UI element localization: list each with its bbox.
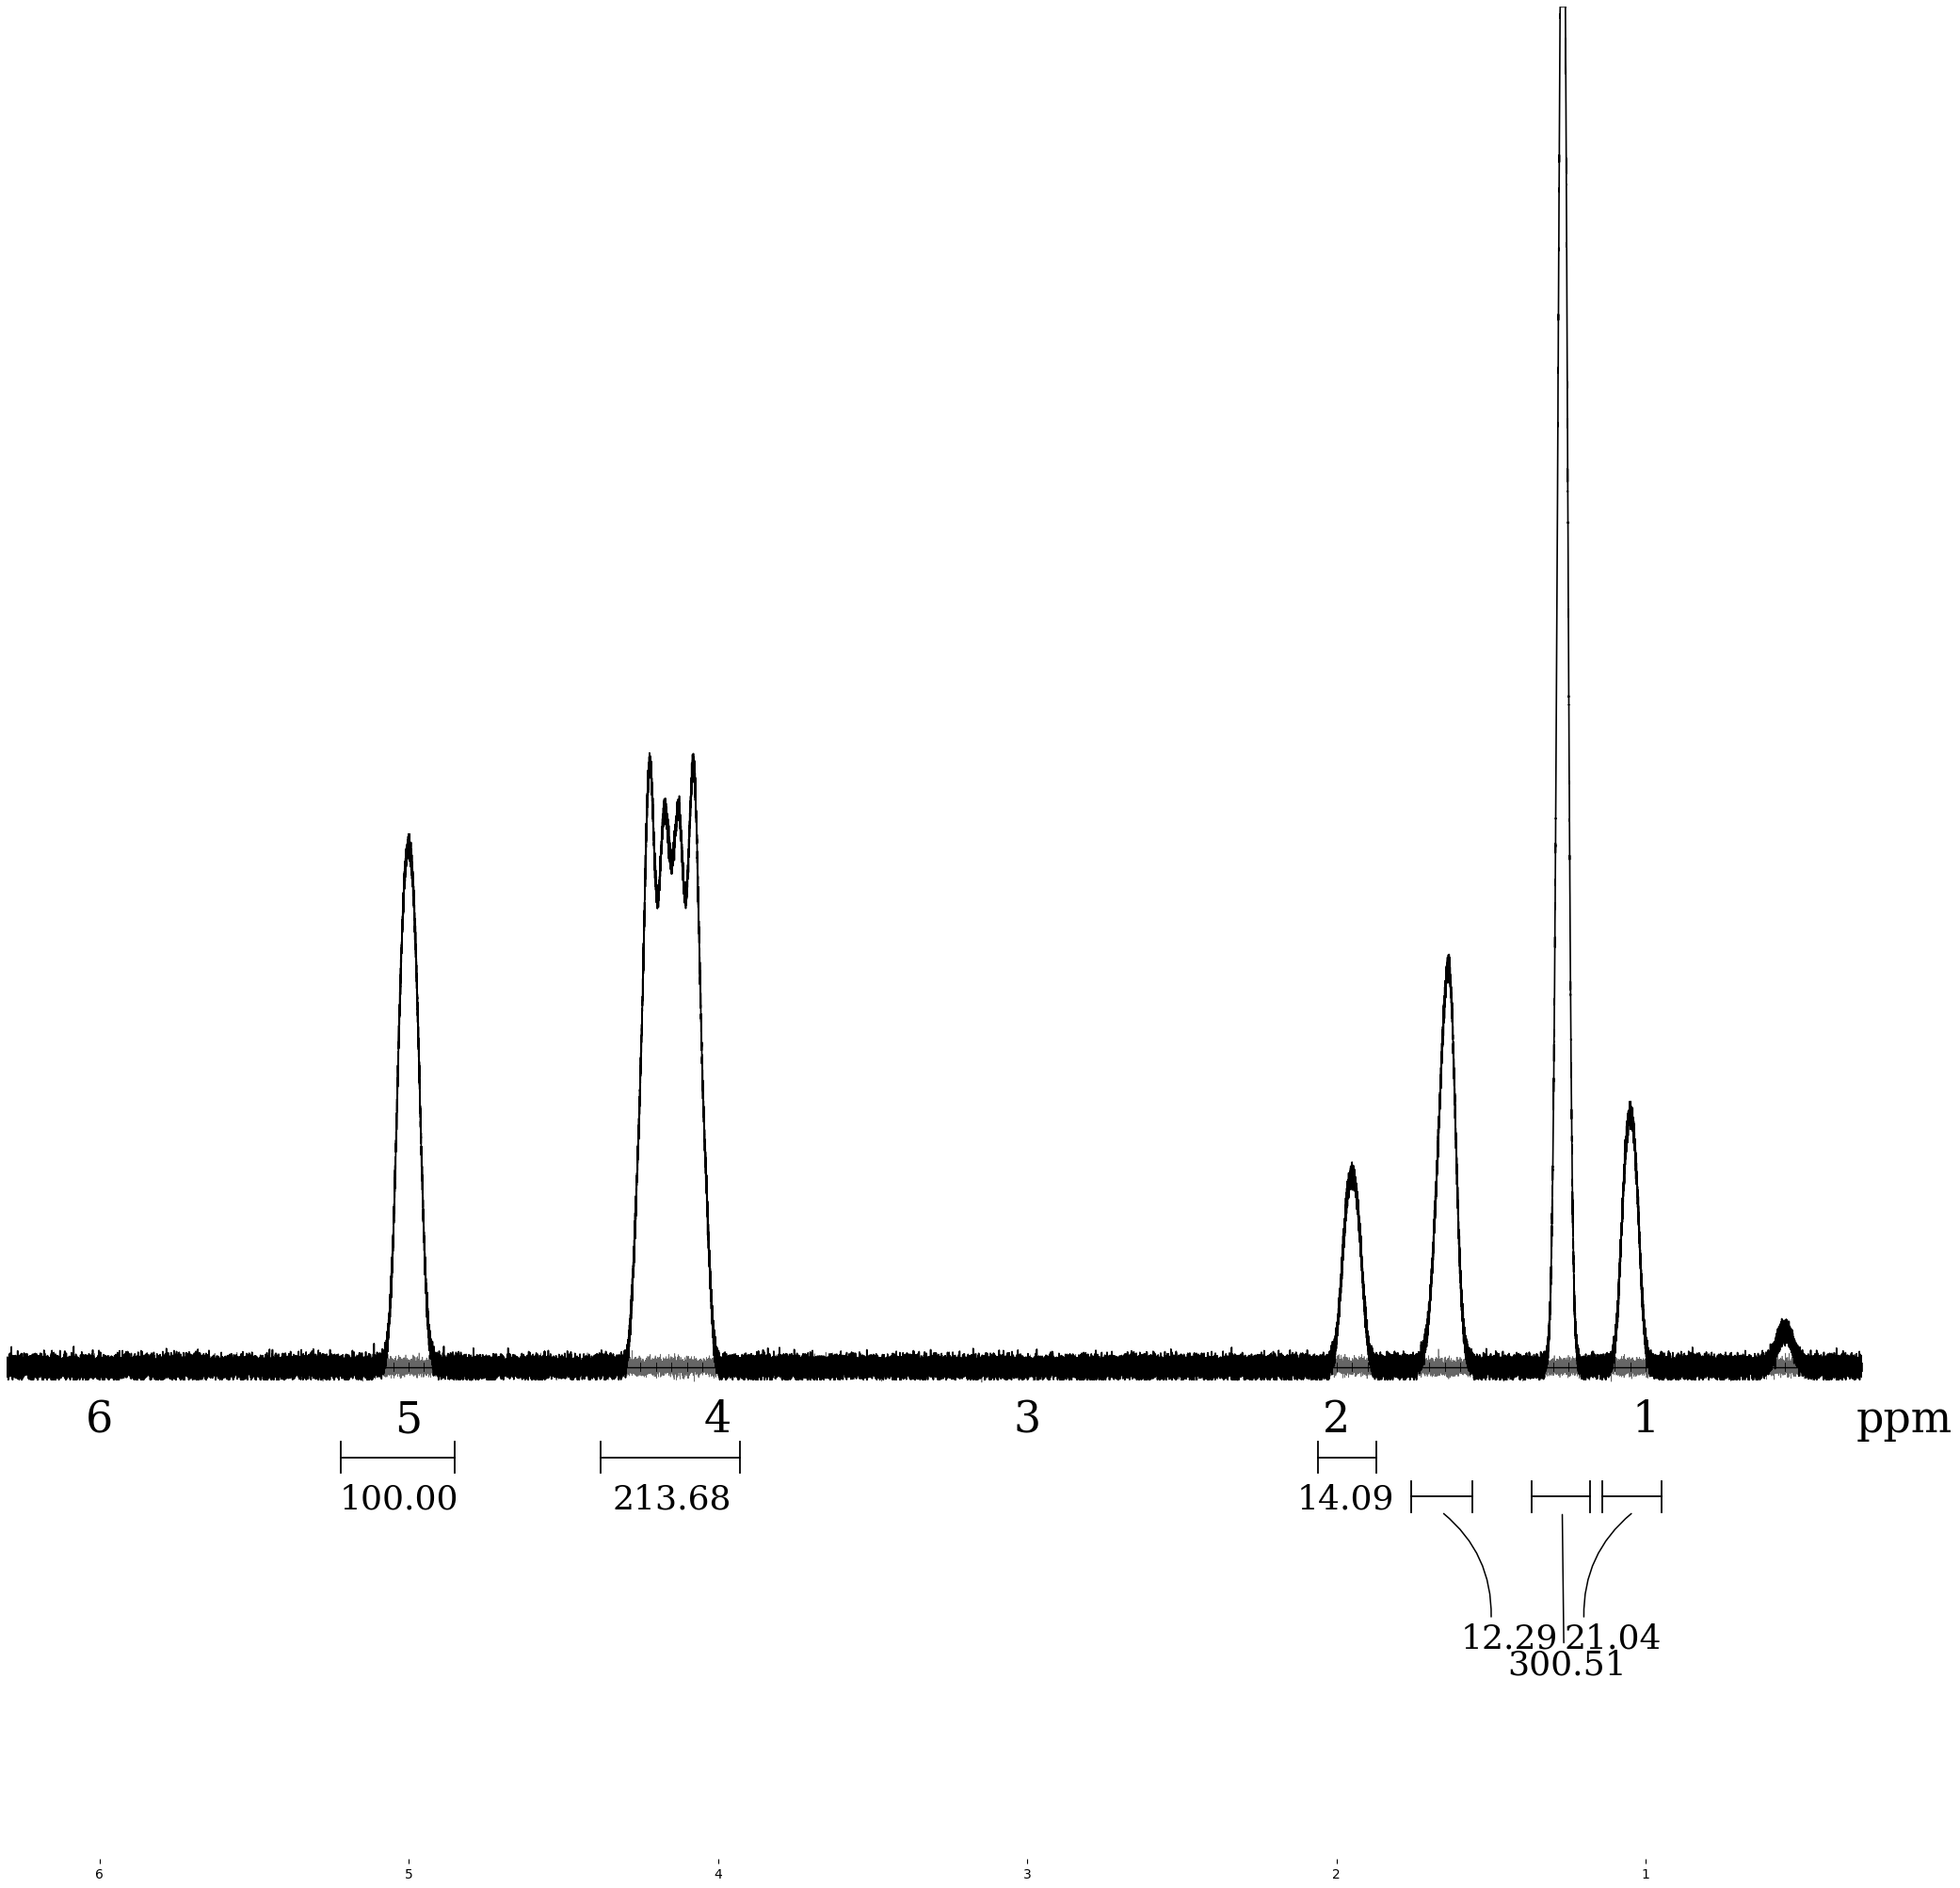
Text: 2: 2	[1323, 1399, 1350, 1442]
Text: 3: 3	[1013, 1399, 1041, 1442]
Text: 12.29: 12.29	[1460, 1624, 1558, 1656]
Text: 300.51: 300.51	[1507, 1650, 1627, 1682]
Text: 21.04: 21.04	[1564, 1624, 1662, 1656]
Text: 14.09: 14.09	[1298, 1484, 1394, 1516]
Text: 213.68: 213.68	[612, 1484, 731, 1516]
Text: 4: 4	[704, 1399, 731, 1442]
Text: ppm: ppm	[1856, 1399, 1952, 1442]
Text: 100.00: 100.00	[339, 1484, 459, 1516]
Text: 1: 1	[1633, 1399, 1660, 1442]
Text: 5: 5	[394, 1399, 421, 1442]
Text: 6: 6	[86, 1399, 114, 1442]
